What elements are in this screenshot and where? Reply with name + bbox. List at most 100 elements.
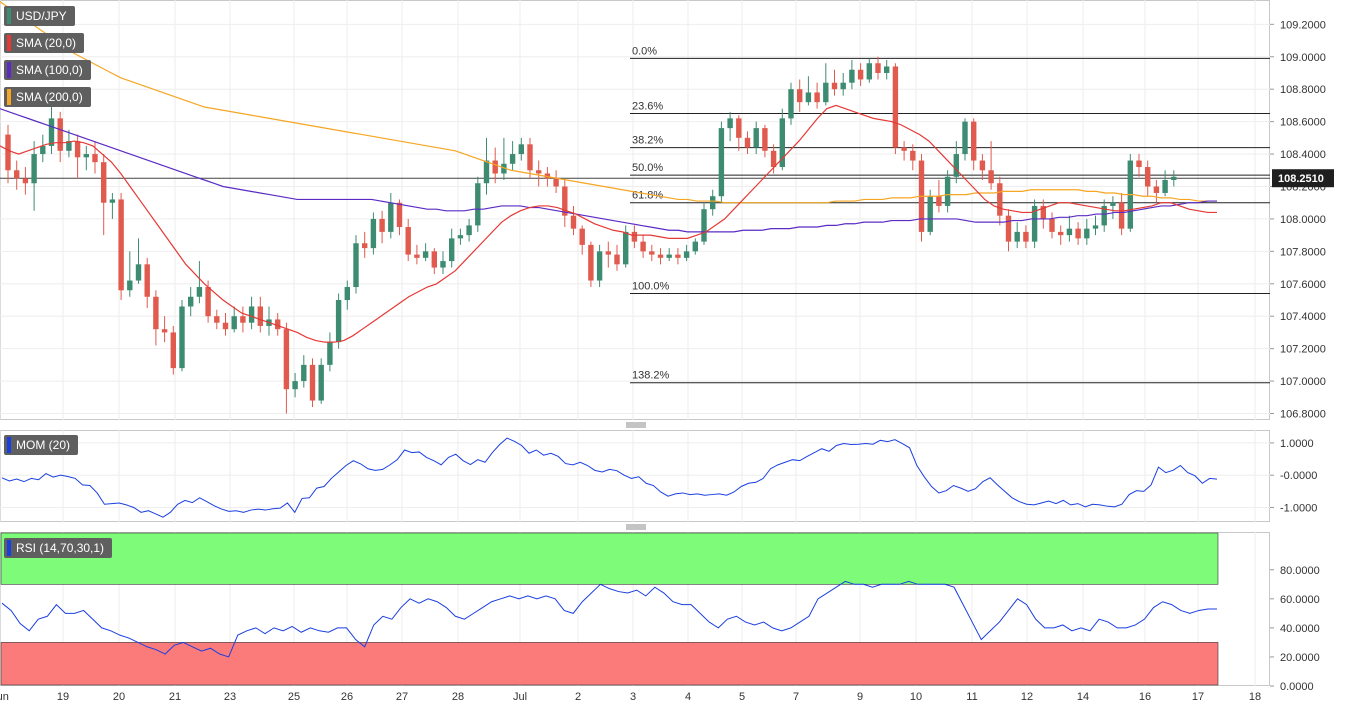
candle [692,238,698,255]
rsi-swatch [7,540,11,556]
y-tick-label: 108.8000 [1280,84,1326,96]
candle-body [379,218,385,232]
candle [379,210,385,244]
candle [971,118,977,171]
candle [1153,180,1160,203]
candle [466,218,472,242]
fib-label: 138.2% [632,370,670,382]
candle [1023,225,1029,249]
mom-tag[interactable]: MOM (20) [4,435,78,455]
candle-body [979,160,986,171]
candle-body [971,121,977,161]
candle-body [205,287,211,317]
candle [231,306,237,333]
candle [31,141,37,211]
candle-body [1058,231,1064,236]
candle [1005,209,1012,252]
candle-body [101,162,107,203]
sma100-swatch [7,62,11,78]
candle-body [388,202,394,232]
candle-body [475,183,481,226]
x-tick-label: 7 [793,691,799,703]
candle [501,137,507,180]
candle-body [318,364,324,401]
candle [422,243,429,262]
rsi-line [1,580,1217,658]
x-tick-label: 2 [575,691,581,703]
candle-body [170,332,176,369]
candle-body [1162,180,1168,193]
y-tick-label: 109.2000 [1280,19,1326,31]
candle-body [257,306,263,326]
candle-body [1171,176,1177,180]
candle [527,137,533,179]
candle-body [657,254,664,258]
candle-body [179,306,185,369]
candle [248,296,255,330]
candle [1162,170,1168,197]
candle [370,212,377,255]
fib-label: 100.0% [632,281,670,293]
candle [335,293,342,349]
sma20-swatch [7,35,11,51]
sma20-tag[interactable]: SMA (20,0) [4,33,85,53]
candle [283,322,290,414]
candle [144,257,150,309]
candle-body [440,261,446,268]
candle-body [1136,160,1142,168]
candle [683,244,690,262]
candle-body [962,121,968,155]
x-tick-label: Jul [513,691,527,703]
candle [5,124,11,184]
candle [927,189,933,236]
rsi-tick-label: 20.0000 [1280,652,1320,664]
candle-body [31,154,37,184]
candle-body [570,215,577,229]
candle [849,60,855,90]
x-tick-label: 21 [169,691,181,703]
candle-body [736,118,742,138]
candle [631,225,638,249]
sma200-tag[interactable]: SMA (200,0) [4,87,91,107]
rsi-oversold-band [0,642,1219,686]
candle [153,290,159,346]
candle [431,248,437,275]
candle-body [5,134,11,171]
rsi-tag[interactable]: RSI (14,70,30,1) [4,538,113,558]
sma100-tag[interactable]: SMA (100,0) [4,60,91,80]
candle [962,118,968,161]
x-tick-label: 11 [966,691,977,703]
price-tag[interactable]: USD/JPY [4,6,75,26]
candle-body [127,280,133,291]
x-tick-label: 28 [452,691,464,703]
y-axis-main: 106.8000 107.0000 107.2000 107.4000 107.6000… [0,19,1326,421]
candle-body [292,381,298,390]
x-tick-label: 5 [739,691,745,703]
candle-body [623,231,629,265]
candle-body [161,329,168,333]
candle [1110,196,1116,219]
candle [553,170,559,193]
candle [214,309,220,330]
candle-body [849,69,855,83]
candle-body [692,241,698,252]
candle [440,251,446,275]
x-tick-label: 25 [288,691,300,703]
x-tick-label: 3 [630,691,636,703]
candle [1118,192,1125,236]
candle [831,69,838,96]
candle-body [74,141,81,158]
candle-body [466,225,472,236]
candle-body [1005,215,1012,242]
candle [675,248,681,265]
candle-body [422,251,429,258]
candle-body [797,89,803,103]
x-tick-label: 14 [1077,691,1089,703]
candle [457,228,464,245]
candle-body [631,231,638,242]
candle-body [370,218,377,249]
candle [396,199,403,236]
candle [1171,170,1177,187]
candle [701,202,707,245]
candle [988,141,994,190]
